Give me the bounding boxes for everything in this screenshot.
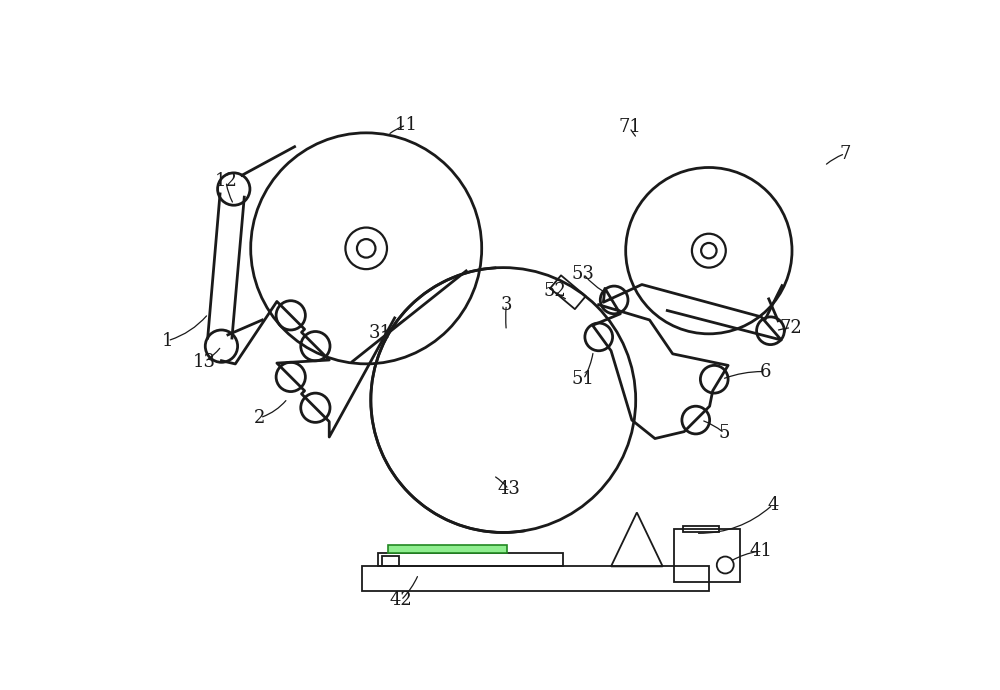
Text: 53: 53 bbox=[572, 265, 595, 283]
Text: 71: 71 bbox=[618, 119, 641, 137]
Text: 5: 5 bbox=[719, 424, 730, 442]
Bar bbox=[388, 545, 507, 553]
Text: 51: 51 bbox=[572, 371, 595, 388]
Text: 13: 13 bbox=[193, 353, 216, 371]
Text: 1: 1 bbox=[162, 332, 173, 350]
Text: 12: 12 bbox=[215, 172, 237, 190]
Bar bbox=[362, 566, 709, 591]
Text: 11: 11 bbox=[395, 116, 418, 134]
Text: 31: 31 bbox=[369, 324, 392, 342]
Text: 4: 4 bbox=[767, 495, 778, 514]
Text: 52: 52 bbox=[543, 282, 566, 299]
Text: 41: 41 bbox=[749, 542, 772, 560]
Text: 72: 72 bbox=[780, 319, 803, 337]
Text: 2: 2 bbox=[254, 408, 266, 426]
Bar bbox=[378, 553, 563, 566]
Text: 42: 42 bbox=[389, 591, 412, 609]
Text: 3: 3 bbox=[501, 295, 512, 313]
Bar bbox=[674, 529, 740, 582]
Bar bbox=[382, 555, 399, 566]
Bar bbox=[683, 526, 719, 533]
Text: 6: 6 bbox=[759, 362, 771, 381]
Text: 43: 43 bbox=[497, 480, 520, 498]
Text: 7: 7 bbox=[839, 145, 851, 163]
